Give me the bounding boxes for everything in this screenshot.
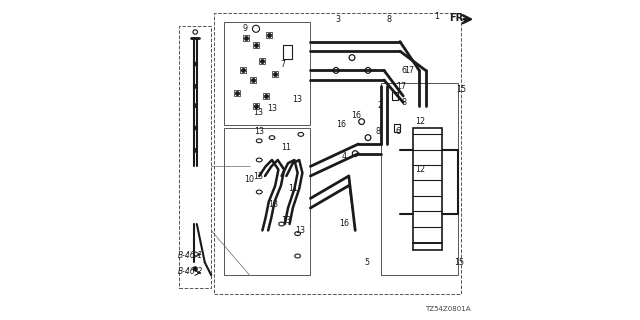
Text: B-46-2: B-46-2 <box>178 268 203 276</box>
Text: 13: 13 <box>268 104 278 113</box>
Text: 16: 16 <box>337 120 346 129</box>
Text: 13: 13 <box>295 226 305 235</box>
Text: 2: 2 <box>377 101 382 110</box>
Text: 12: 12 <box>415 117 425 126</box>
Text: 6: 6 <box>401 66 406 75</box>
Circle shape <box>193 62 197 66</box>
Text: 16: 16 <box>351 111 361 120</box>
Bar <box>224 128 310 275</box>
Text: 16: 16 <box>339 220 349 228</box>
Text: 8: 8 <box>387 15 391 24</box>
Text: 13: 13 <box>254 127 264 136</box>
Bar <box>179 26 211 288</box>
Text: 13: 13 <box>282 216 291 225</box>
Text: 13: 13 <box>253 108 264 116</box>
Text: 11: 11 <box>288 184 298 193</box>
Circle shape <box>193 149 197 152</box>
Text: 7: 7 <box>280 60 286 68</box>
Text: 3: 3 <box>335 15 340 24</box>
Bar <box>283 45 292 59</box>
Text: 8: 8 <box>401 98 406 107</box>
Text: 9: 9 <box>242 24 248 33</box>
Bar <box>224 22 310 125</box>
Text: 17: 17 <box>404 66 415 75</box>
Text: 10: 10 <box>244 175 255 184</box>
Text: 11: 11 <box>282 143 291 152</box>
Circle shape <box>193 126 197 130</box>
Bar <box>413 128 442 243</box>
Text: 6: 6 <box>396 127 401 136</box>
Text: 13: 13 <box>268 200 278 209</box>
Text: 8: 8 <box>375 127 380 136</box>
Bar <box>214 13 461 294</box>
Circle shape <box>193 85 197 88</box>
Text: B-46-1: B-46-1 <box>178 252 203 260</box>
Text: 13: 13 <box>292 95 303 104</box>
Text: 5: 5 <box>365 258 370 267</box>
Text: 13: 13 <box>253 172 264 180</box>
Bar <box>394 124 400 132</box>
Bar <box>381 83 458 275</box>
Text: 15: 15 <box>456 85 467 94</box>
Text: 12: 12 <box>415 165 425 174</box>
Text: 4: 4 <box>342 152 346 161</box>
Text: 1: 1 <box>435 12 439 20</box>
Text: 15: 15 <box>454 258 464 267</box>
Bar <box>392 92 398 100</box>
Text: 17: 17 <box>397 82 406 91</box>
Text: TZ54Z0801A: TZ54Z0801A <box>425 306 470 312</box>
Circle shape <box>193 104 197 107</box>
Text: FR.: FR. <box>450 12 468 23</box>
Circle shape <box>193 267 197 271</box>
